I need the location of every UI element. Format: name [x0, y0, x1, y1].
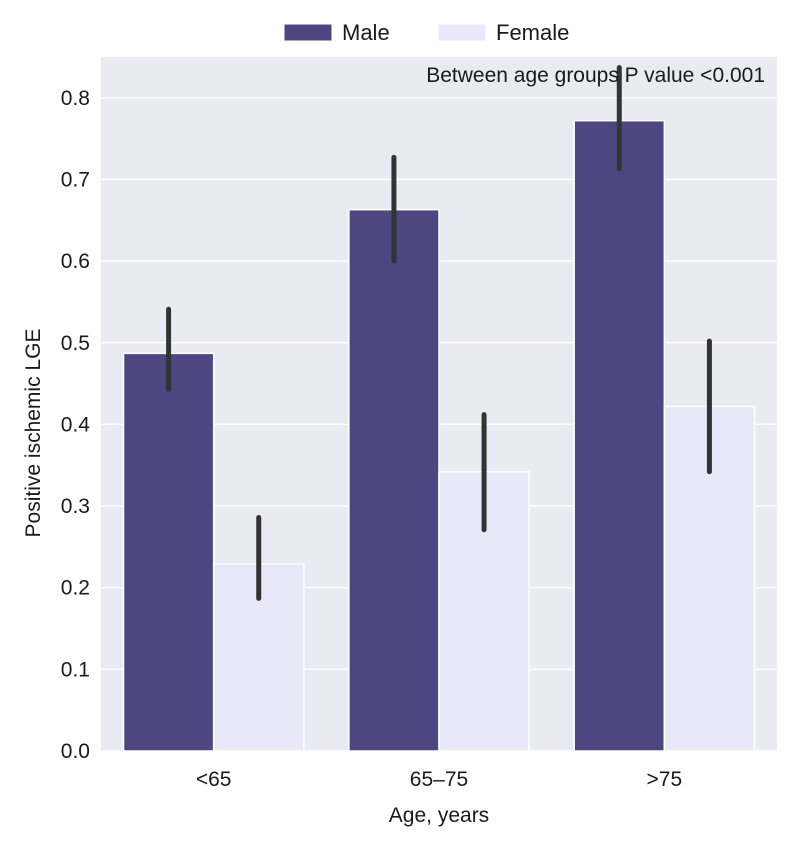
- y-tick-label: 0.4: [61, 413, 91, 436]
- x-tick-label: >75: [647, 768, 683, 791]
- legend-swatch-male: [283, 23, 333, 42]
- y-tick-label: 0.8: [61, 87, 90, 110]
- y-axis-ticks: 0.0 0.1 0.2 0.3 0.4 0.5 0.6 0.7 0.8: [61, 87, 91, 763]
- y-axis-label: Positive ischemic LGE: [22, 329, 45, 538]
- p-value-annotation: Between age groups P value <0.001: [426, 64, 765, 87]
- y-tick-label: 0.6: [61, 250, 90, 273]
- x-axis-label: Age, years: [389, 804, 489, 827]
- x-tick-label: <65: [196, 768, 232, 791]
- legend-label-male: Male: [342, 20, 390, 45]
- y-tick-label: 0.0: [61, 740, 90, 763]
- error-bars: [166, 65, 712, 601]
- legend: Male Female: [283, 20, 569, 45]
- x-tick-label: 65–75: [410, 768, 468, 791]
- bar-male-2: [573, 119, 666, 752]
- legend-label-female: Female: [496, 20, 569, 45]
- bar-male-0: [122, 352, 215, 752]
- y-tick-label: 0.5: [61, 332, 90, 355]
- y-tick-label: 0.7: [61, 168, 90, 191]
- y-tick-label: 0.1: [61, 658, 90, 681]
- bar-male-1: [348, 208, 440, 752]
- y-tick-label: 0.2: [61, 577, 90, 600]
- y-tick-label: 0.3: [61, 495, 90, 518]
- legend-swatch-female: [437, 23, 487, 42]
- x-axis-ticks: <65 65–75 >75: [196, 768, 682, 791]
